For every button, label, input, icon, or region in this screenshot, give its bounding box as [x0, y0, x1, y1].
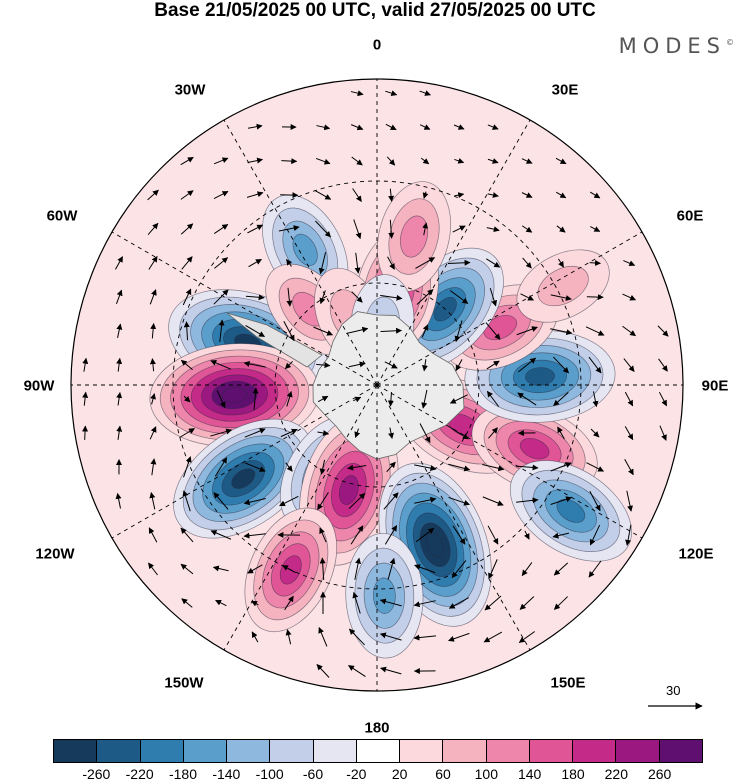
colorbar-cell [54, 740, 97, 762]
colorbar-cell [227, 740, 270, 762]
colorbar-tick-label: 100 [475, 766, 498, 782]
colorbar-cell [487, 740, 530, 762]
wind-arrow [85, 426, 86, 440]
colorbar-tick-label: -100 [256, 766, 284, 782]
lon-label-30e: 30E [552, 82, 579, 99]
lon-label-60w: 60W [47, 208, 78, 225]
colorbar-tick-label: -220 [126, 766, 154, 782]
colorbar-tick-label: 260 [648, 766, 671, 782]
colorbar-tick-label: -260 [82, 766, 110, 782]
lon-label-90w: 90W [24, 378, 55, 395]
lon-label-120w: 120W [35, 546, 74, 563]
lon-label-180: 180 [364, 720, 389, 737]
colorbar-cell [314, 740, 357, 762]
lon-label-60e: 60E [677, 208, 704, 225]
colorbar-cell [530, 740, 573, 762]
colorbar-tick-label: 60 [435, 766, 451, 782]
colorbar-tick-label: -140 [212, 766, 240, 782]
colorbar-tick-label: -60 [303, 766, 323, 782]
lon-label-30w: 30W [175, 82, 206, 99]
colorbar-cell [357, 740, 400, 762]
colorbar-cell [184, 740, 227, 762]
vector-scale-label: 30 [666, 683, 680, 698]
colorbar-cell [141, 740, 184, 762]
lon-label-150w: 150W [164, 675, 203, 692]
colorbar-cell [660, 740, 702, 762]
colorbar-ticks: -260 -220 -180 -140 -100 -60 -20 20 60 100 140 180 2… [53, 766, 703, 784]
colorbar-tick-label: -180 [169, 766, 197, 782]
colorbar-tick-label: 220 [605, 766, 628, 782]
wind-arrow [280, 195, 298, 196]
lon-label-120e: 120E [678, 546, 713, 563]
lon-label-150e: 150E [550, 675, 585, 692]
colorbar-tick-label: 20 [392, 766, 408, 782]
colorbar-cell [400, 740, 443, 762]
colorbar-cell [616, 740, 659, 762]
colorbar [53, 739, 703, 763]
colorbar-tick-label: -20 [346, 766, 366, 782]
colorbar-tick-label: 140 [518, 766, 541, 782]
colorbar-cell [97, 740, 140, 762]
colorbar-tick-label: 180 [561, 766, 584, 782]
lon-label-90e: 90E [702, 378, 729, 395]
colorbar-cell [573, 740, 616, 762]
colorbar-cell [270, 740, 313, 762]
colorbar-cell [443, 740, 486, 762]
lon-label-0: 0 [373, 37, 381, 54]
